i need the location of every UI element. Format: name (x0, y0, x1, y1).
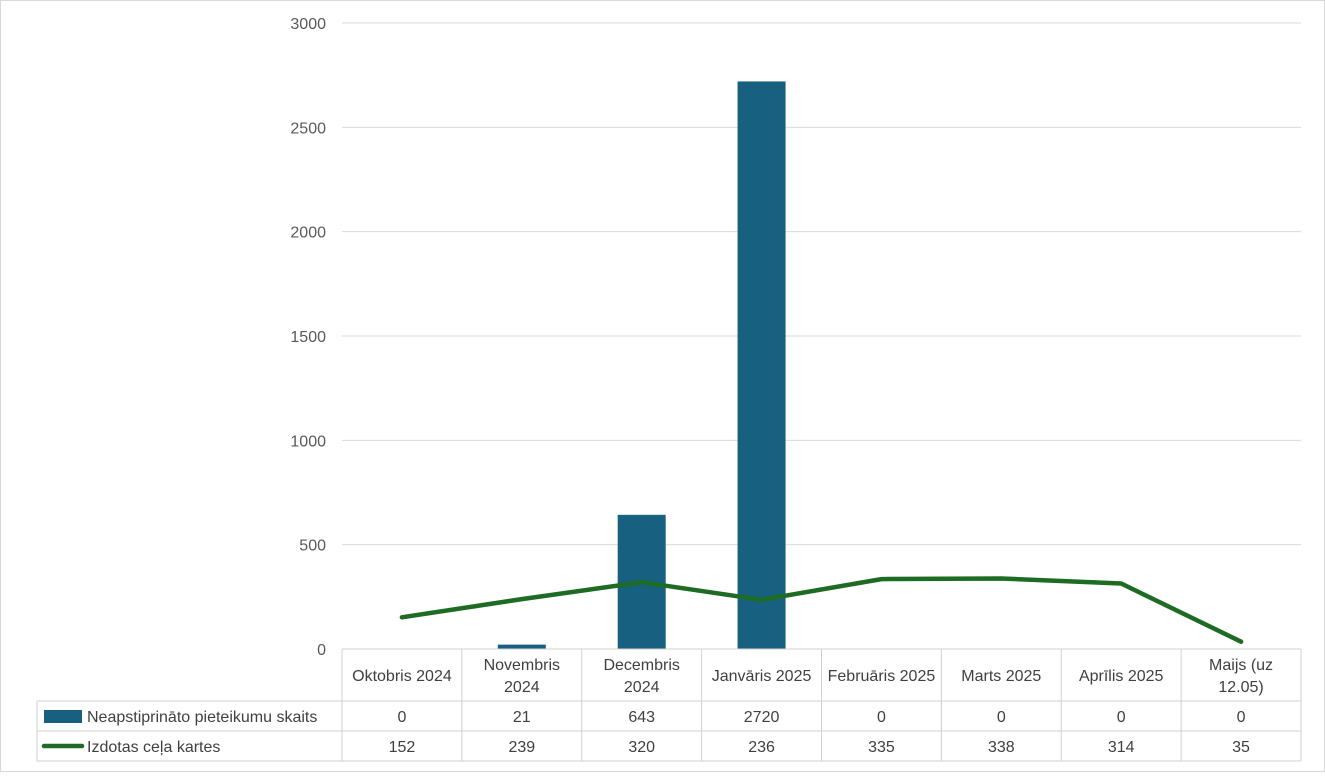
data-table-value: 320 (628, 739, 655, 756)
y-tick-label: 500 (299, 538, 326, 555)
data-table-value: 643 (628, 709, 655, 726)
x-category-label: Novembris (484, 657, 560, 674)
data-table-value: 21 (513, 709, 531, 726)
data-table-value: 0 (1237, 709, 1246, 726)
x-category-label: Marts 2025 (961, 668, 1041, 685)
data-table-value: 236 (748, 739, 775, 756)
data-table-value: 314 (1108, 739, 1135, 756)
bar (738, 81, 786, 649)
data-table-value: 338 (988, 739, 1015, 756)
y-tick-label: 2500 (290, 120, 326, 137)
x-category-label: 2024 (624, 679, 660, 696)
x-category-label: 2024 (504, 679, 540, 696)
x-category-label: Aprīlis 2025 (1079, 668, 1164, 685)
data-table-value: 152 (389, 739, 416, 756)
x-category-label: Oktobris 2024 (352, 668, 452, 685)
x-category-label: Maijs (uz (1209, 657, 1273, 674)
y-tick-label: 1000 (290, 433, 326, 450)
bar (498, 645, 546, 649)
legend-key-bar (44, 710, 82, 723)
x-category-label: Janvāris 2025 (712, 668, 812, 685)
data-table-value: 0 (997, 709, 1006, 726)
legend-series-name: Izdotas ceļa kartes (87, 739, 220, 756)
data-table-value: 0 (1117, 709, 1126, 726)
y-tick-label: 3000 (290, 16, 326, 33)
data-table-value: 335 (868, 739, 895, 756)
x-category-label: Decembris (603, 657, 679, 674)
x-category-label: 12.05) (1218, 679, 1263, 696)
data-table-value: 0 (397, 709, 406, 726)
y-tick-label: 2000 (290, 225, 326, 242)
data-table-value: 239 (508, 739, 535, 756)
data-table-value: 35 (1232, 739, 1250, 756)
y-tick-label: 1500 (290, 329, 326, 346)
x-category-label: Februāris 2025 (828, 668, 936, 685)
data-table-value: 0 (877, 709, 886, 726)
data-table-value: 2720 (744, 709, 780, 726)
y-tick-label: 0 (317, 642, 326, 659)
legend-series-name: Neapstiprināto pieteikumu skaits (87, 709, 317, 726)
